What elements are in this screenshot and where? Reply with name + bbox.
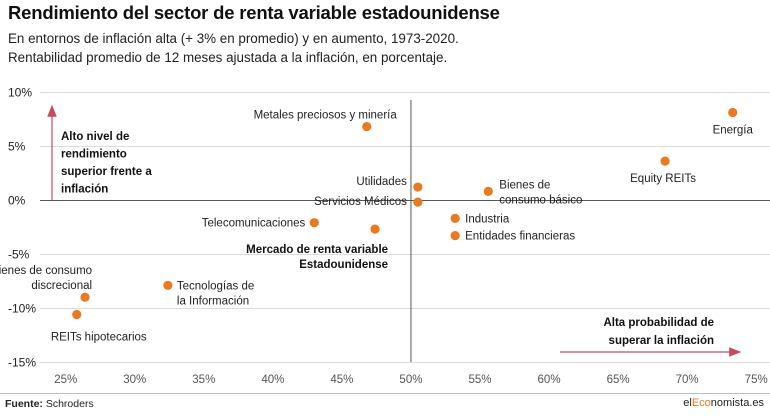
point-label: Bienes de consumo xyxy=(0,265,92,277)
data-point xyxy=(309,218,319,228)
point-label: REITs hipotecarios xyxy=(51,331,147,343)
annotation-high-return: Alto nivel de xyxy=(61,131,129,143)
point-label: Estadounidense xyxy=(299,259,388,271)
data-point xyxy=(450,213,460,223)
point-label: Utilidades xyxy=(356,176,407,188)
data-point xyxy=(413,197,423,207)
brand-suffix: nomista.es xyxy=(710,397,764,409)
x-tick-label: 70% xyxy=(676,374,699,386)
point-label: discrecional xyxy=(31,280,92,292)
data-point xyxy=(370,224,380,234)
point-label: Servicios Médicos xyxy=(314,196,407,208)
x-tick-label: 60% xyxy=(538,374,561,386)
y-tick-label: 5% xyxy=(8,140,26,154)
x-tick-label: 35% xyxy=(192,374,215,386)
data-point xyxy=(728,107,738,118)
footer-divider xyxy=(0,393,770,394)
x-tick-label: 30% xyxy=(123,374,146,386)
point-label: Industria xyxy=(465,213,510,225)
x-tick-label: 55% xyxy=(468,374,491,386)
data-point xyxy=(483,186,493,196)
data-point xyxy=(413,182,423,192)
annotation-high-return: rendimiento xyxy=(61,149,127,161)
point-label: Telecomunicaciones xyxy=(202,218,306,230)
brand-logo: elEconomista.es xyxy=(683,397,764,409)
y-tick-label: -10% xyxy=(8,302,36,316)
point-label: consumo básico xyxy=(499,194,582,206)
x-tick-label: 40% xyxy=(261,374,284,386)
y-tick-label: -5% xyxy=(8,248,30,262)
y-tick-label: -15% xyxy=(8,356,36,370)
point-label: Bienes de xyxy=(499,179,550,191)
x-tick-label: 25% xyxy=(54,374,77,386)
x-tick-label: 65% xyxy=(607,374,630,386)
annotation-high-return: superior frente a xyxy=(61,166,152,178)
source-value: Schroders xyxy=(45,398,94,410)
scatter-chart: 10% 5% 0% -5% -10% -15% 25% 30% 35% 40% 45% 50% 55% 6… xyxy=(0,86,770,386)
annotation-beat-inflation: superar la inflación xyxy=(609,335,714,347)
point-label: Tecnologías de xyxy=(177,280,254,292)
y-tick-label: 10% xyxy=(8,86,32,100)
point-label: Equity REITs xyxy=(630,173,696,185)
chart-subtitle-1: En entornos de inflación alta (+ 3% en p… xyxy=(8,31,459,46)
x-tick-label: 50% xyxy=(399,374,422,386)
point-label: Mercado de renta variable xyxy=(246,244,388,256)
chart-title: Rendimiento del sector de renta variable… xyxy=(8,2,500,23)
annotation-beat-inflation: Alta probabilidad de xyxy=(603,317,714,329)
data-point xyxy=(362,121,372,132)
data-point xyxy=(450,231,460,241)
point-label: la Información xyxy=(177,295,249,307)
x-tick-label: 75% xyxy=(745,374,768,386)
brand-highlight: Eco xyxy=(691,397,711,409)
source-note: Fuente: Schroders xyxy=(5,398,94,410)
brand-prefix: el xyxy=(683,397,692,409)
chart-subtitle-2: Rentabilidad promedio de 12 meses ajusta… xyxy=(8,50,448,65)
annotation-high-return: inflación xyxy=(61,184,108,196)
data-point xyxy=(80,292,90,302)
data-point xyxy=(660,156,670,166)
point-label: Metales preciosos y minería xyxy=(254,110,398,122)
source-label: Fuente: xyxy=(5,398,43,410)
point-label: Energía xyxy=(713,125,754,137)
point-label: Entidades financieras xyxy=(465,231,575,243)
x-tick-label: 45% xyxy=(330,374,353,386)
y-tick-label: 0% xyxy=(8,194,26,208)
data-point xyxy=(163,280,173,290)
data-point xyxy=(72,309,82,320)
